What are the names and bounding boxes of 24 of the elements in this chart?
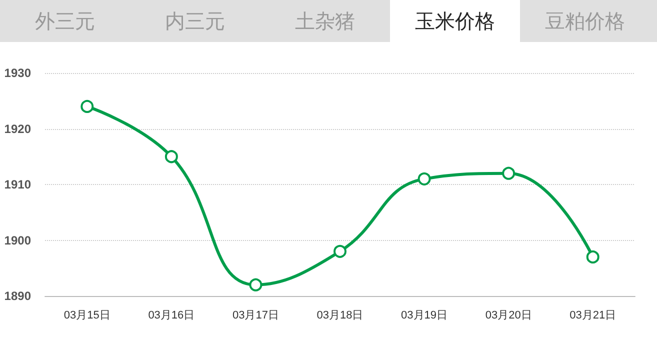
text: 豆粕价格: [544, 8, 626, 35]
point: [80, 100, 94, 113]
chart-title: 玉米价格: [390, 0, 520, 42]
point: [249, 278, 262, 292]
x-tick-label: 03月16日: [148, 310, 195, 322]
text: 土杂猪: [294, 8, 356, 35]
y-tick-label: 1900: [4, 233, 32, 248]
point: [334, 244, 346, 258]
text: 外三元: [34, 8, 96, 35]
point: [164, 150, 178, 164]
x-tick-label: 03月20日: [485, 310, 532, 322]
y-tick-label: 1920: [4, 122, 32, 136]
x-tick-label: 03月15日: [64, 310, 110, 322]
point: [502, 166, 516, 180]
x-tick-label: 03月19日: [401, 310, 448, 322]
y-tick-label: 1910: [4, 178, 32, 192]
y-tick-label: 1890: [4, 289, 32, 303]
text: 内三元: [164, 8, 226, 35]
x-tick-label: 03月21日: [570, 310, 616, 322]
y-tick-label: 1930: [4, 66, 32, 80]
point: [586, 250, 600, 264]
x-tick-label: 03月18日: [316, 310, 364, 322]
x-tick-label: 03月17日: [232, 310, 279, 322]
point: [418, 172, 431, 186]
